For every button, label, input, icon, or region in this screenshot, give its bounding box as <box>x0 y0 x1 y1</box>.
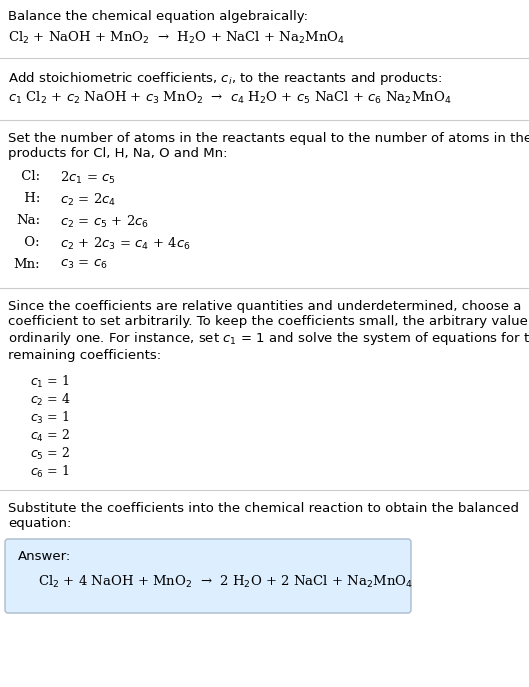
Text: Mn:: Mn: <box>13 258 40 271</box>
Text: $c_1$ Cl$_2$ + $c_2$ NaOH + $c_3$ MnO$_2$  →  $c_4$ H$_2$O + $c_5$ NaCl + $c_6$ : $c_1$ Cl$_2$ + $c_2$ NaOH + $c_3$ MnO$_2… <box>8 90 451 106</box>
FancyBboxPatch shape <box>5 539 411 613</box>
Text: $c_1$ = 1: $c_1$ = 1 <box>30 374 69 390</box>
Text: $c_3$ = 1: $c_3$ = 1 <box>30 410 69 426</box>
Text: Na:: Na: <box>16 214 40 227</box>
Text: $c_6$ = 1: $c_6$ = 1 <box>30 464 69 480</box>
Text: $c_2$ = 4: $c_2$ = 4 <box>30 392 70 408</box>
Text: 2$c_1$ = $c_5$: 2$c_1$ = $c_5$ <box>60 170 116 186</box>
Text: H:: H: <box>20 192 40 205</box>
Text: Substitute the coefficients into the chemical reaction to obtain the balanced
eq: Substitute the coefficients into the che… <box>8 502 519 530</box>
Text: $c_5$ = 2: $c_5$ = 2 <box>30 446 70 462</box>
Text: Cl$_2$ + 4 NaOH + MnO$_2$  →  2 H$_2$O + 2 NaCl + Na$_2$MnO$_4$: Cl$_2$ + 4 NaOH + MnO$_2$ → 2 H$_2$O + 2… <box>38 574 413 590</box>
Text: Cl$_2$ + NaOH + MnO$_2$  →  H$_2$O + NaCl + Na$_2$MnO$_4$: Cl$_2$ + NaOH + MnO$_2$ → H$_2$O + NaCl … <box>8 30 345 46</box>
Text: $c_4$ = 2: $c_4$ = 2 <box>30 428 70 444</box>
Text: $c_3$ = $c_6$: $c_3$ = $c_6$ <box>60 258 107 271</box>
Text: Cl:: Cl: <box>17 170 40 183</box>
Text: Answer:: Answer: <box>18 550 71 563</box>
Text: O:: O: <box>21 236 40 249</box>
Text: Add stoichiometric coefficients, $c_i$, to the reactants and products:: Add stoichiometric coefficients, $c_i$, … <box>8 70 442 87</box>
Text: $c_2$ = 2$c_4$: $c_2$ = 2$c_4$ <box>60 192 116 208</box>
Text: Balance the chemical equation algebraically:: Balance the chemical equation algebraica… <box>8 10 308 23</box>
Text: Since the coefficients are relative quantities and underdetermined, choose a
coe: Since the coefficients are relative quan… <box>8 300 529 363</box>
Text: $c_2$ + 2$c_3$ = $c_4$ + 4$c_6$: $c_2$ + 2$c_3$ = $c_4$ + 4$c_6$ <box>60 236 190 252</box>
Text: $c_2$ = $c_5$ + 2$c_6$: $c_2$ = $c_5$ + 2$c_6$ <box>60 214 149 230</box>
Text: Set the number of atoms in the reactants equal to the number of atoms in the
pro: Set the number of atoms in the reactants… <box>8 132 529 160</box>
